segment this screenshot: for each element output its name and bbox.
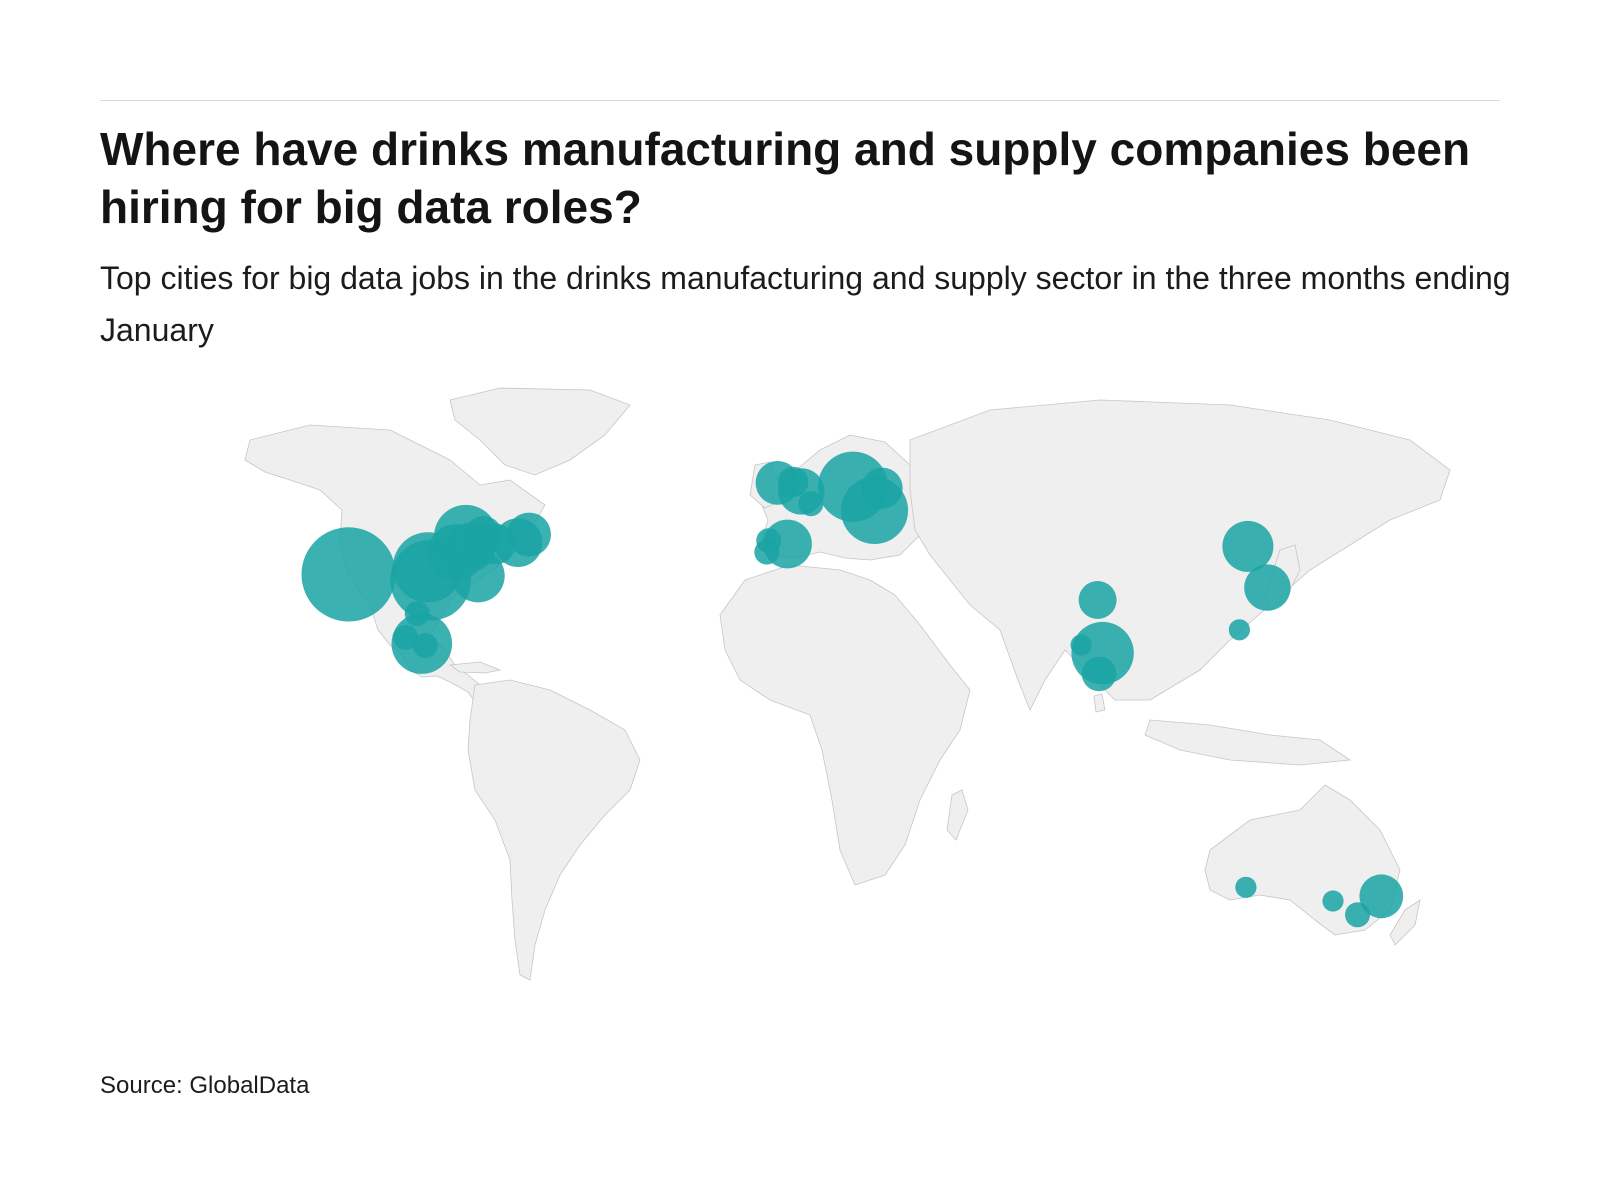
- city-bubble-delhi: [1078, 581, 1117, 619]
- city-bubble-budapest: [840, 476, 909, 544]
- city-bubble-bangalore: [1081, 656, 1117, 692]
- city-bubble-los-angeles: [301, 527, 396, 622]
- land-caribbean: [448, 661, 502, 674]
- city-bubble-sydney: [1359, 874, 1404, 919]
- city-bubble-paris: [798, 491, 824, 517]
- land-asia: [909, 399, 1451, 711]
- city-bubble-boston: [507, 512, 551, 557]
- city-bubble-shanghai: [1244, 564, 1291, 611]
- city-bubble-adelaide: [1322, 890, 1344, 912]
- land-greenland: [449, 387, 631, 476]
- land-south-america: [467, 679, 641, 981]
- land-new-zealand: [1389, 899, 1421, 946]
- land-sri-lanka: [1093, 693, 1106, 713]
- city-bubble-puebla: [412, 633, 438, 658]
- world-map: [244, 387, 1451, 981]
- city-bubble-madrid: [763, 519, 812, 569]
- land-australia: [1204, 784, 1401, 936]
- city-bubbles-layer: [301, 451, 1404, 928]
- land-madagascar: [946, 789, 969, 841]
- city-bubble-hong-kong: [1228, 619, 1250, 641]
- city-bubble-monterrey: [404, 601, 430, 627]
- chart-subtitle: Top cities for big data jobs in the drin…: [100, 260, 1511, 348]
- city-bubble-perth: [1235, 876, 1257, 898]
- land-africa: [719, 564, 971, 886]
- top-rule: [100, 100, 1500, 101]
- city-bubble-beijing: [1222, 520, 1274, 572]
- land-indonesia: [1144, 719, 1352, 766]
- source-note: Source: GlobalData: [100, 1072, 310, 1099]
- chart-title: Where have drinks manufacturing and supp…: [100, 123, 1471, 233]
